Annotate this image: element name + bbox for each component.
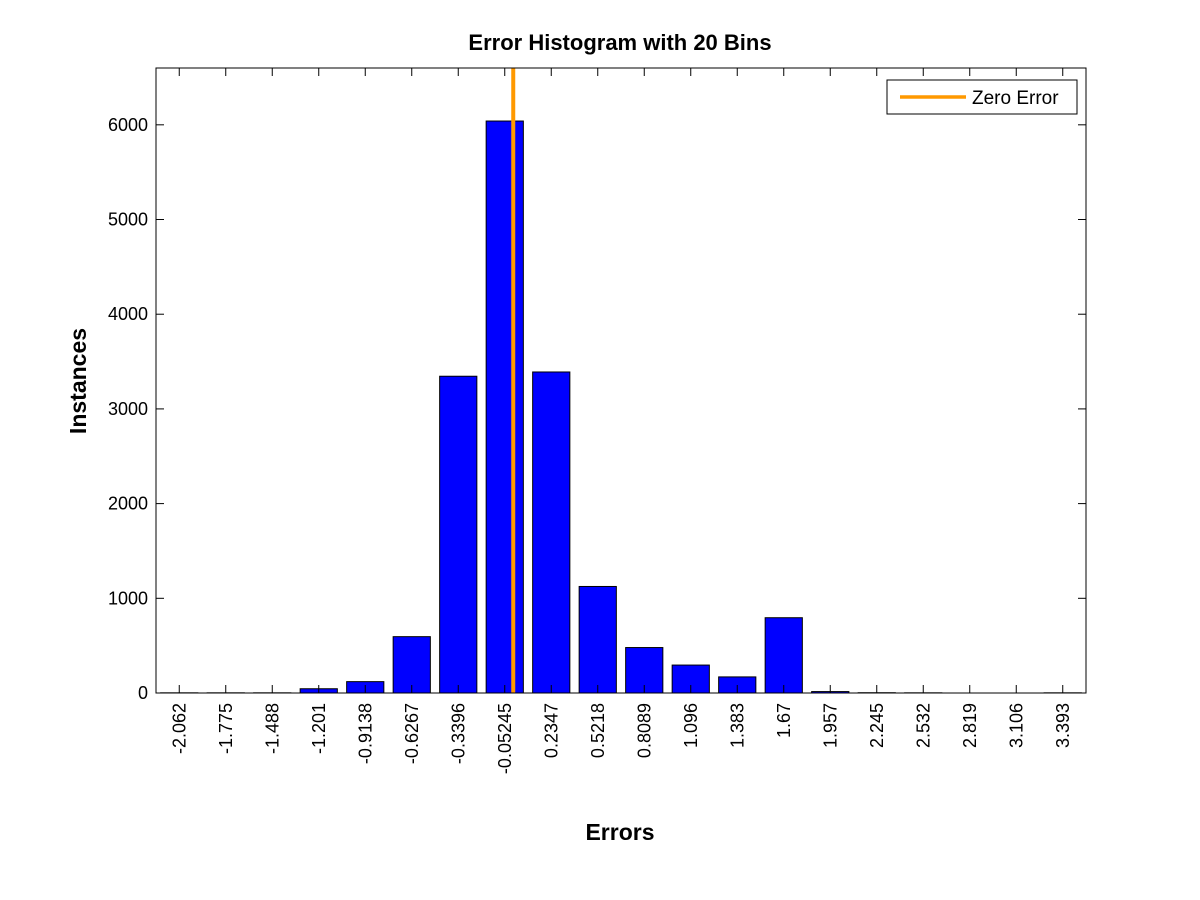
y-axis-ticks: 0 1000 2000 3000 4000 5000 6000 bbox=[108, 115, 1086, 703]
x-tick-label: 3.393 bbox=[1053, 703, 1073, 748]
legend-zero-error-label: Zero Error bbox=[972, 88, 1059, 109]
legend: Zero Error bbox=[886, 79, 1078, 115]
x-tick-label: 2.245 bbox=[867, 703, 887, 748]
x-tick-label: -1.201 bbox=[309, 703, 329, 754]
bar-13 bbox=[764, 617, 803, 694]
x-tick-label: -0.9138 bbox=[355, 703, 375, 764]
x-tick-label: 0.2347 bbox=[541, 703, 561, 758]
y-tick-label: 1000 bbox=[108, 588, 148, 608]
x-tick-label: -2.062 bbox=[169, 703, 189, 754]
bar-7 bbox=[485, 120, 524, 694]
bar-6 bbox=[439, 375, 478, 694]
y-tick-label: 2000 bbox=[108, 494, 148, 514]
y-tick-label: 4000 bbox=[108, 304, 148, 324]
y-tick-label: 3000 bbox=[108, 399, 148, 419]
x-tick-label: 3.106 bbox=[1006, 703, 1026, 748]
y-tick-label: 5000 bbox=[108, 210, 148, 230]
bar-5 bbox=[392, 636, 431, 694]
x-tick-label: 2.532 bbox=[913, 703, 933, 748]
x-tick-label: 1.957 bbox=[820, 703, 840, 748]
legend-box bbox=[886, 79, 1078, 115]
x-tick-label: 1.096 bbox=[681, 703, 701, 748]
bar-8 bbox=[532, 371, 571, 694]
x-tick-label: -0.05245 bbox=[495, 703, 515, 774]
y-axis-label: Instances bbox=[65, 328, 91, 434]
chart-title: Error Histogram with 20 Bins bbox=[468, 30, 771, 55]
x-tick-label: -1.488 bbox=[262, 703, 282, 754]
plot-area-frame bbox=[155, 67, 1087, 694]
x-tick-label: 1.383 bbox=[727, 703, 747, 748]
bar-9 bbox=[578, 585, 617, 694]
x-tick-label: -0.6267 bbox=[402, 703, 422, 764]
y-tick-label: 6000 bbox=[108, 115, 148, 135]
x-axis-ticks: -2.062 -1.775 -1.488 -1.201 -0.9138 -0.6267 -0… bbox=[169, 68, 1073, 774]
x-tick-label: 2.819 bbox=[960, 703, 980, 748]
x-tick-label: 1.67 bbox=[774, 703, 794, 738]
x-tick-label: 0.5218 bbox=[588, 703, 608, 758]
x-tick-label: 0.8089 bbox=[634, 703, 654, 758]
x-axis-label: Errors bbox=[585, 819, 654, 845]
bars-group bbox=[160, 120, 1082, 694]
x-tick-label: -1.775 bbox=[216, 703, 236, 754]
y-tick-label: 0 bbox=[138, 683, 148, 703]
x-tick-label: -0.3396 bbox=[448, 703, 468, 764]
